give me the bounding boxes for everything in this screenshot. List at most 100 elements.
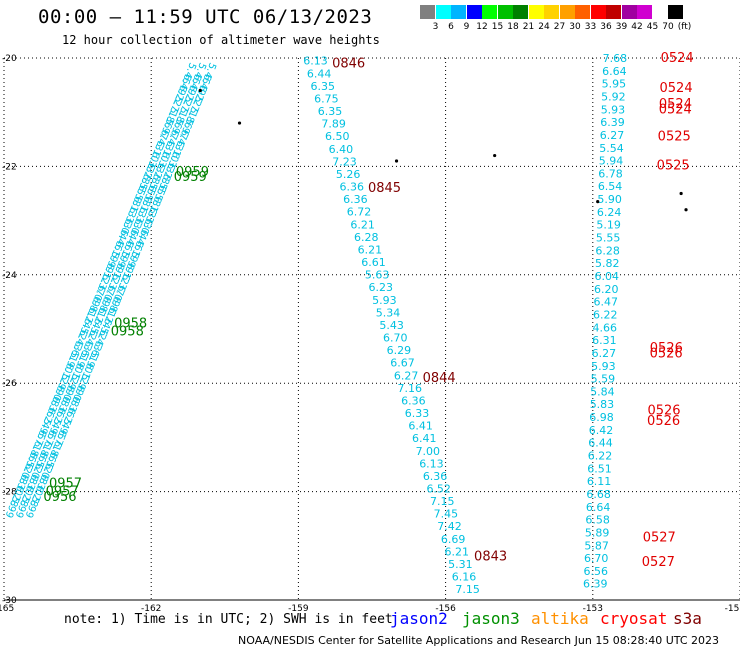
time-label: 0525 xyxy=(657,158,690,173)
wave-height-label: 6.51 xyxy=(587,462,612,475)
y-tick-label: -30 xyxy=(2,596,17,606)
island-marker xyxy=(394,159,399,163)
legend-swatch xyxy=(420,5,435,19)
wave-height-label: 6.04 xyxy=(594,270,619,283)
x-tick-label: -162 xyxy=(141,604,161,614)
wave-height-label: 6.36 xyxy=(401,394,426,407)
time-label: 0527 xyxy=(642,555,675,570)
wave-height-label: 5.34 xyxy=(376,306,401,319)
time-label: 0527 xyxy=(643,531,676,546)
wave-height-label: 6.36 xyxy=(340,181,365,194)
wave-height-label: 5.43 xyxy=(379,319,404,332)
satellite-jason2: jason2 xyxy=(390,609,448,628)
wave-height-label: 6.23 xyxy=(368,281,393,294)
island-marker xyxy=(684,208,688,212)
wave-height-label: 5.94 xyxy=(599,155,624,168)
wave-height-label: 5.26 xyxy=(336,168,361,181)
legend-swatch xyxy=(513,5,528,19)
legend-label: 42 xyxy=(631,22,643,32)
legend-swatch xyxy=(559,5,575,19)
x-tick-label: -165 xyxy=(0,604,14,614)
legend-label: 18 xyxy=(507,22,519,32)
wave-height-label: 6.29 xyxy=(387,344,412,357)
satellite-s3a: s3a xyxy=(673,609,702,628)
wave-height-label: 6.78 xyxy=(598,167,623,180)
y-tick-label: -20 xyxy=(2,54,17,64)
wave-height-label: 6.98 xyxy=(589,411,614,424)
wave-height-label: 6.24 xyxy=(597,206,622,219)
legend-label: 27 xyxy=(553,22,566,32)
time-label: 0844 xyxy=(423,371,456,386)
wave-height-label: 6.35 xyxy=(311,80,336,93)
time-label: 0959 xyxy=(174,170,207,185)
y-tick-label: -26 xyxy=(2,379,17,389)
wave-height-label: 5.84 xyxy=(590,385,615,398)
island-marker xyxy=(198,88,202,93)
wave-height-label: 6.64 xyxy=(586,501,611,514)
legend-label: 39 xyxy=(615,22,628,32)
legend-unit: (ft) xyxy=(677,22,692,32)
legend-label: 70 xyxy=(662,22,674,32)
legend-swatch xyxy=(652,5,668,19)
wave-height-label: 7.23 xyxy=(332,155,357,168)
wave-height-label: 6.13 xyxy=(303,55,328,68)
wave-height-label: 6.70 xyxy=(383,332,408,345)
wave-height-label: 6.35 xyxy=(318,105,343,118)
wave-height-label: 6.41 xyxy=(408,420,433,433)
wave-height-label: 7.68 xyxy=(603,52,628,65)
wave-height-label: 7.00 xyxy=(416,445,441,458)
wave-height-label: 6.72 xyxy=(347,206,372,219)
time-label: 0845 xyxy=(368,181,401,196)
wave-height-label: 6.50 xyxy=(325,130,350,143)
time-label: 0957 xyxy=(49,476,82,491)
wave-height-label: 5.55 xyxy=(596,232,621,245)
wave-height-label: 5.93 xyxy=(372,294,397,307)
wave-height-label: 6.44 xyxy=(588,437,613,450)
time-label: 0524 xyxy=(659,97,692,112)
x-tick-label: -156 xyxy=(435,604,456,614)
time-label: 0525 xyxy=(658,130,691,145)
legend-swatch xyxy=(482,5,497,19)
legend-label: 33 xyxy=(584,22,597,32)
time-label: 0959 xyxy=(176,165,209,180)
chart-subtitle: 12 hour collection of altimeter wave hei… xyxy=(62,33,380,47)
wave-height-label: 6.58 xyxy=(585,514,610,527)
legend-swatch xyxy=(575,5,590,19)
wave-height-label: 6.11 xyxy=(587,475,612,488)
wave-height-label: 6.75 xyxy=(314,92,339,105)
island-marker xyxy=(596,200,600,204)
wave-height-label: 6.20 xyxy=(594,283,619,296)
wave-height-label: 5.82 xyxy=(595,257,620,270)
time-label: 0524 xyxy=(659,102,692,117)
wave-height-label: 6.27 xyxy=(592,347,617,360)
wave-height-label: 6.56 xyxy=(583,565,608,578)
wave-height-label: 6.28 xyxy=(595,244,620,257)
legend-swatch xyxy=(668,5,683,19)
wave-height-label: 7.42 xyxy=(437,520,462,533)
time-label: 0526 xyxy=(650,346,683,361)
wave-height-label: 7.15 xyxy=(430,495,455,508)
wave-height-label: 5.89 xyxy=(585,526,610,539)
wave-height-label: 6.68 xyxy=(586,488,611,501)
legend-swatch xyxy=(466,5,482,19)
wave-height-label: 5.31 xyxy=(448,558,473,571)
time-label: 0526 xyxy=(650,341,683,356)
wave-height-label: 6.47 xyxy=(594,296,619,309)
legend-label: 9 xyxy=(463,22,470,32)
wave-height-label: 6.36 xyxy=(423,470,448,483)
x-tick-label: -153 xyxy=(583,604,603,614)
y-tick-label: -28 xyxy=(2,488,17,498)
wave-height-label: 7.16 xyxy=(397,382,422,395)
wave-height-label: 6.21 xyxy=(350,218,375,231)
legend-label: 3 xyxy=(432,22,439,32)
wave-height-label: 6.36 xyxy=(343,193,368,206)
wave-height-label: 5.63 xyxy=(365,269,390,282)
time-label: 0843 xyxy=(474,550,507,565)
wave-height-label: 6.40 xyxy=(329,143,354,156)
wave-height-label: 5.90 xyxy=(597,193,622,206)
wave-height-label: 5.59 xyxy=(591,373,616,386)
wave-height-label: 6.44 xyxy=(307,67,332,80)
wave-height-label: 6.16 xyxy=(452,571,477,584)
wave-height-label: 6.52 xyxy=(426,483,451,496)
